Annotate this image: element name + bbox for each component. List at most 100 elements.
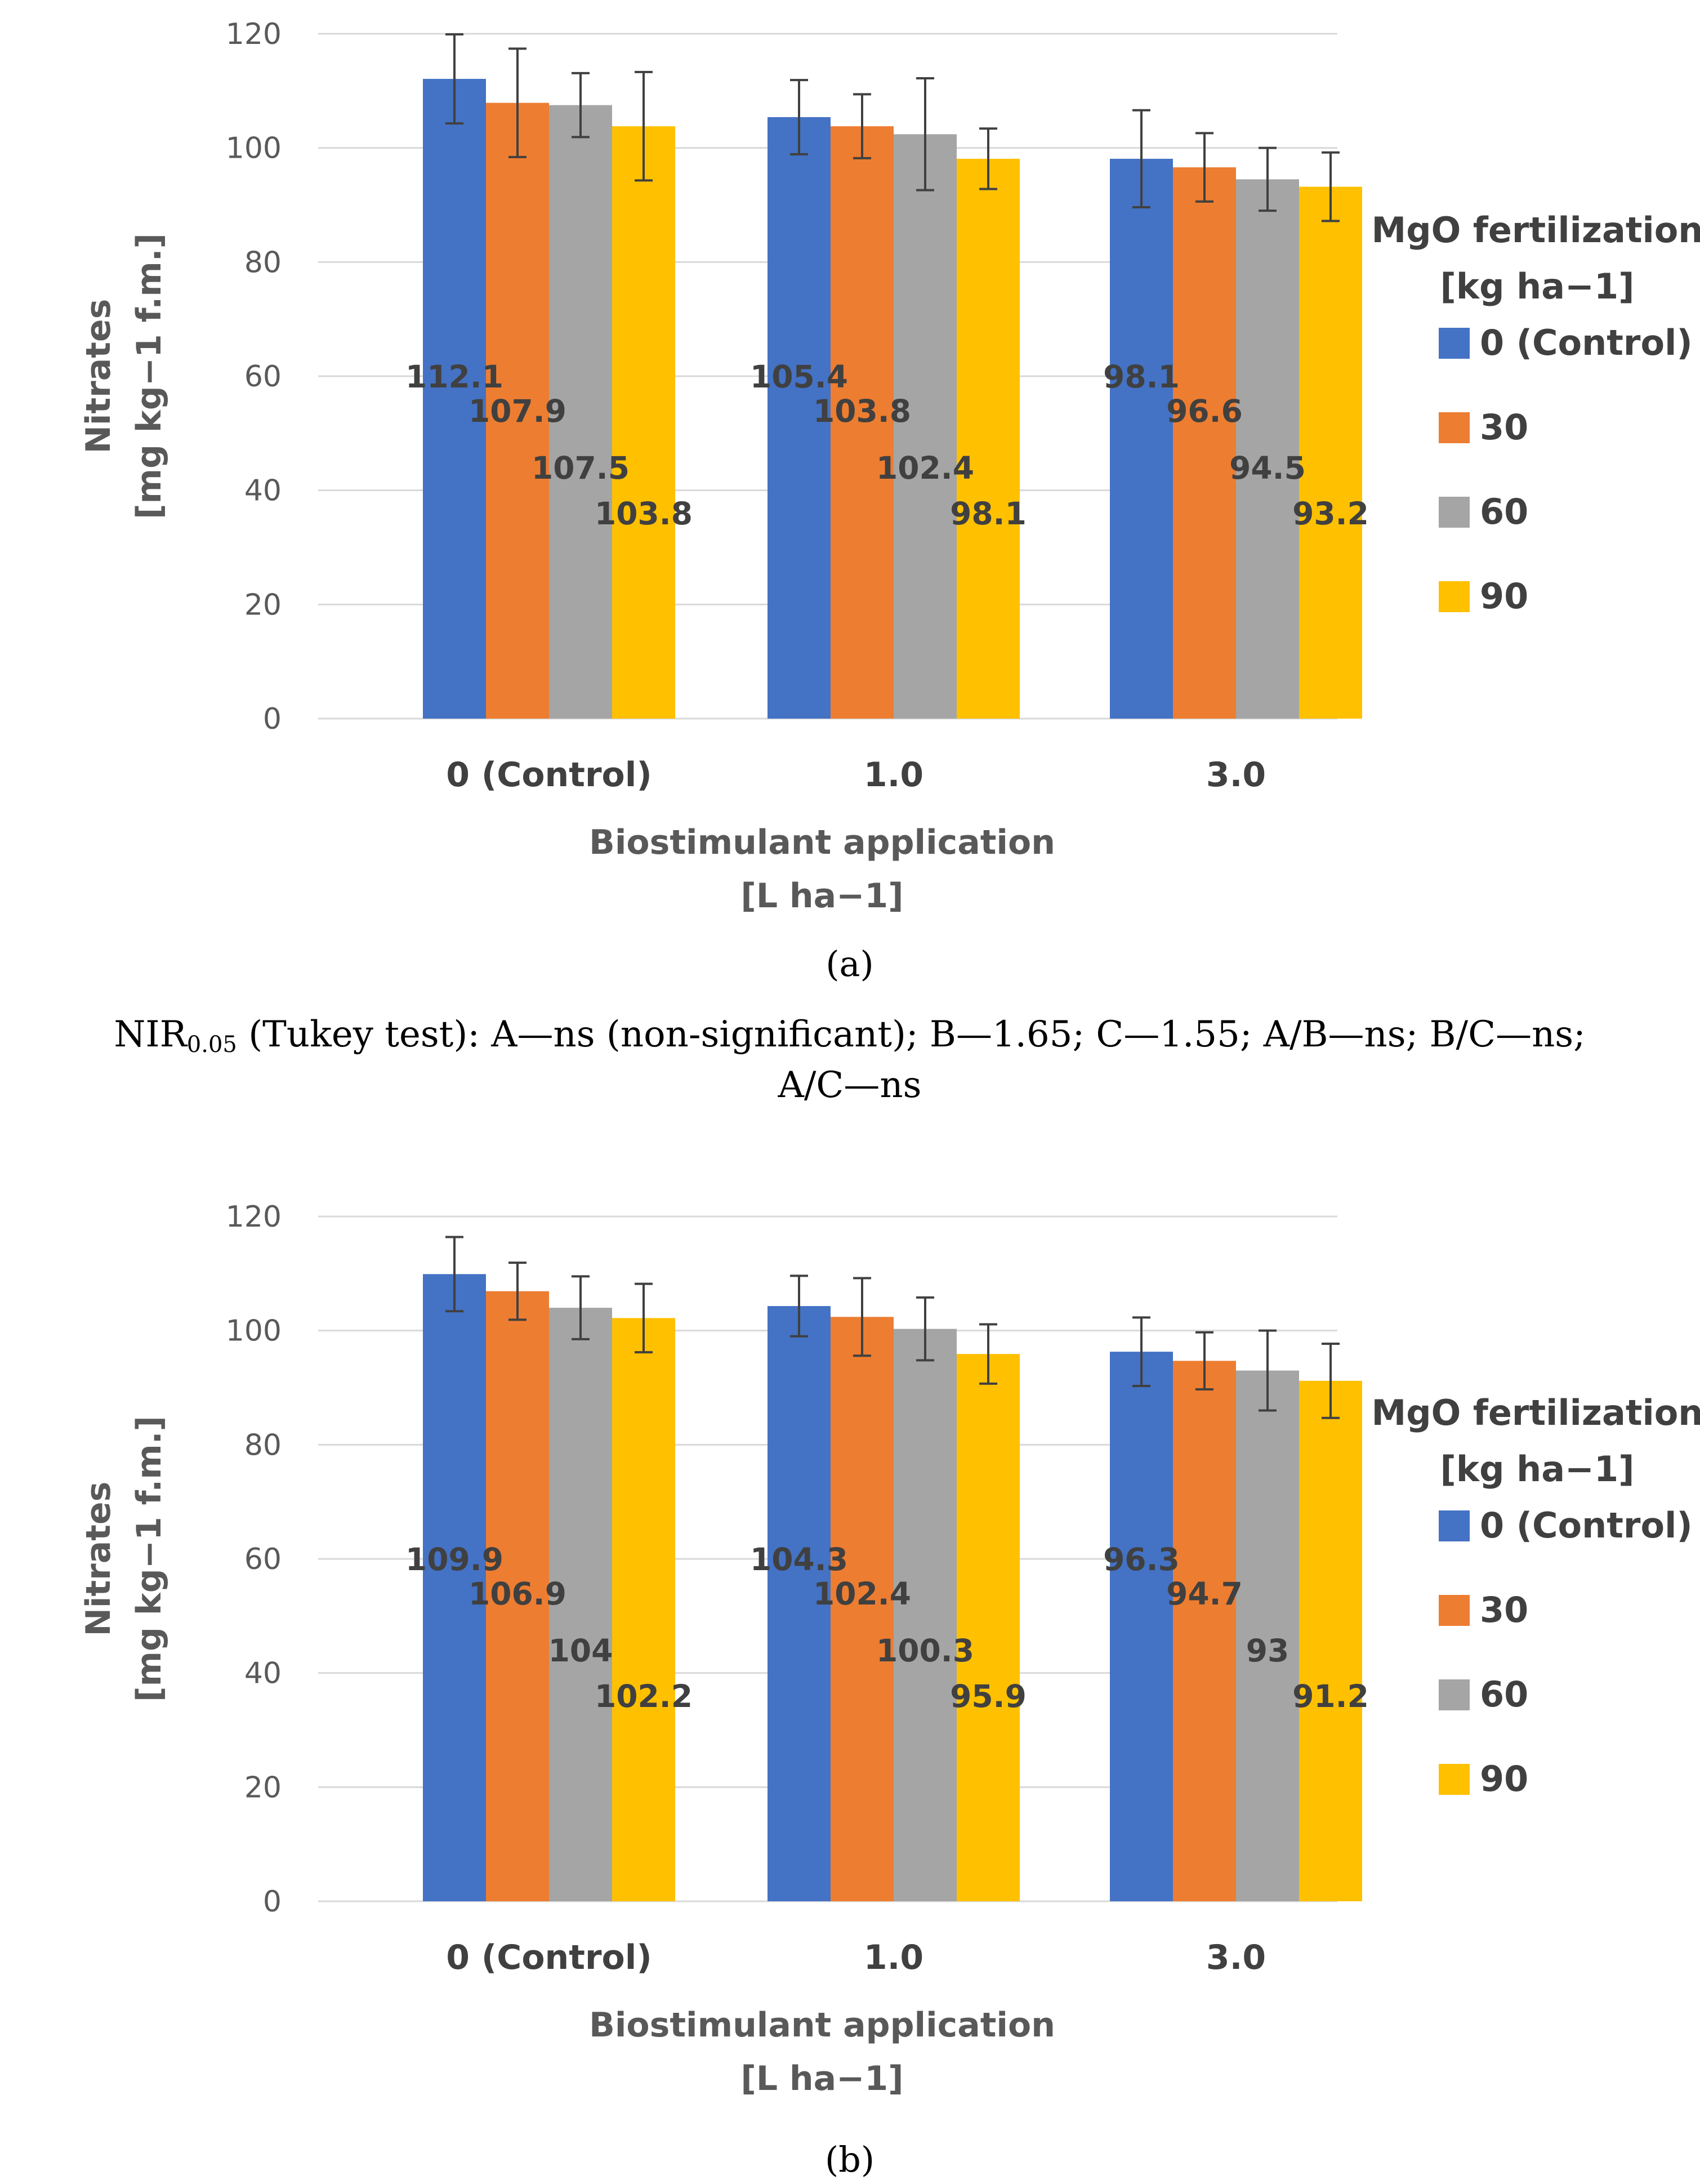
data-label: 93 (1246, 1633, 1289, 1669)
x-axis-title: [L ha−1] (740, 2059, 903, 2098)
y-tick-label: 20 (244, 588, 282, 622)
note-text: (Tukey test): A—ns (non-significant); B—… (237, 1014, 1586, 1055)
y-tick-label: 40 (244, 1657, 282, 1691)
legend-title: [kg ha−1] (1440, 1448, 1635, 1490)
data-label: 100.3 (876, 1633, 974, 1669)
note-subscript: 0.05 (187, 1032, 237, 1058)
bar (612, 1318, 675, 1901)
legend-label: 30 (1480, 1589, 1528, 1630)
y-axis-title: Nitrates (79, 1482, 118, 1637)
legend-swatch (1439, 581, 1470, 612)
x-tick-label: 0 (Control) (446, 1938, 652, 1977)
note-prefix: NIR (114, 1014, 188, 1055)
x-tick-label: 0 (Control) (446, 755, 652, 795)
bar (486, 1291, 549, 1901)
legend-label: 0 (Control) (1480, 322, 1693, 363)
legend-swatch (1439, 412, 1470, 443)
legend-swatch (1439, 1679, 1470, 1710)
bar (612, 126, 675, 719)
bar (1299, 186, 1362, 719)
bar (423, 1274, 486, 1901)
bar (894, 1329, 957, 1901)
y-axis-title: [mg kg−1 f.m.] (130, 233, 169, 519)
bar (423, 79, 486, 719)
bar (1236, 179, 1299, 719)
data-label: 98.1 (950, 496, 1027, 532)
bar (1236, 1370, 1299, 1901)
y-tick-label: 40 (244, 474, 282, 508)
data-label: 102.4 (813, 1576, 911, 1612)
bar (957, 158, 1020, 719)
bar (486, 102, 549, 719)
y-tick-label: 0 (263, 702, 282, 736)
bar (1110, 158, 1173, 719)
statistical-note-line2: A/C—ns (778, 1064, 922, 1106)
data-label: 105.4 (750, 359, 848, 395)
bar (1110, 1352, 1173, 1901)
bar (894, 134, 957, 719)
panel-label-b: (b) (825, 2139, 874, 2180)
data-label: 94.7 (1166, 1576, 1243, 1612)
legend-title: [kg ha−1] (1440, 266, 1635, 307)
legend-swatch (1439, 1510, 1470, 1541)
y-axis-title: Nitrates (79, 299, 118, 454)
y-tick-label: 20 (244, 1771, 282, 1804)
legend-label: 90 (1480, 576, 1528, 617)
x-axis-title: [L ha−1] (740, 876, 903, 916)
data-label: 93.2 (1292, 496, 1369, 532)
legend-swatch (1439, 328, 1470, 359)
y-tick-label: 60 (244, 1543, 282, 1576)
data-label: 103.8 (813, 393, 911, 429)
bar (768, 117, 831, 719)
legend-label: 60 (1480, 491, 1528, 532)
legend-swatch (1439, 497, 1470, 528)
y-tick-label: 100 (226, 132, 282, 166)
data-label: 107.9 (468, 393, 566, 429)
legend-label: 30 (1480, 407, 1528, 448)
bar (831, 126, 894, 719)
chart-a: 0 20 40 60 80 100 120 112.1 105.4 98.1 107.9 103.8 9… (79, 17, 1700, 916)
bar (1173, 1361, 1236, 1901)
panel-label-a: (a) (826, 943, 873, 984)
legend-label: 90 (1480, 1758, 1528, 1799)
data-label: 102.4 (876, 450, 974, 486)
y-tick-label: 120 (226, 17, 282, 51)
y-tick-label: 120 (226, 1200, 282, 1234)
legend-title: MgO fertilization (1372, 1392, 1700, 1433)
y-tick-label: 80 (244, 1428, 282, 1462)
bar (831, 1317, 894, 1901)
data-label: 96.6 (1166, 393, 1243, 429)
y-tick-label: 60 (244, 360, 282, 394)
data-label: 102.2 (595, 1678, 693, 1714)
bar (768, 1306, 831, 1901)
x-axis-title: Biostimulant application (589, 2005, 1055, 2045)
data-label: 104.3 (750, 1541, 848, 1577)
bar (549, 1308, 612, 1901)
chart-b: 0 20 40 60 80 100 120 109.9 104.3 96.3 106.9 102.4 9… (79, 1200, 1700, 2098)
legend-swatch (1439, 1595, 1470, 1626)
y-tick-label: 0 (263, 1885, 282, 1919)
y-tick-label: 80 (244, 246, 282, 279)
legend-swatch (1439, 1764, 1470, 1795)
data-label: 98.1 (1103, 359, 1180, 395)
statistical-note-line1: NIR0.05 (Tukey test): A—ns (non-signific… (114, 1014, 1585, 1058)
legend-label: 0 (Control) (1480, 1505, 1693, 1546)
x-tick-label: 1.0 (864, 1938, 923, 1977)
y-tick-label: 100 (226, 1314, 282, 1348)
data-label: 91.2 (1292, 1678, 1369, 1714)
data-label: 109.9 (405, 1541, 503, 1577)
bar (1299, 1380, 1362, 1901)
data-label: 103.8 (595, 496, 693, 532)
data-label: 106.9 (468, 1576, 566, 1612)
data-label: 96.3 (1103, 1541, 1180, 1577)
bar (549, 105, 612, 719)
x-tick-label: 3.0 (1206, 1938, 1266, 1977)
x-tick-label: 1.0 (864, 755, 923, 795)
x-axis-title: Biostimulant application (589, 823, 1055, 862)
data-label: 112.1 (405, 359, 503, 395)
y-axis-title: [mg kg−1 f.m.] (130, 1416, 169, 1702)
legend-label: 60 (1480, 1674, 1528, 1715)
data-label: 95.9 (950, 1678, 1027, 1714)
bar (1173, 167, 1236, 719)
